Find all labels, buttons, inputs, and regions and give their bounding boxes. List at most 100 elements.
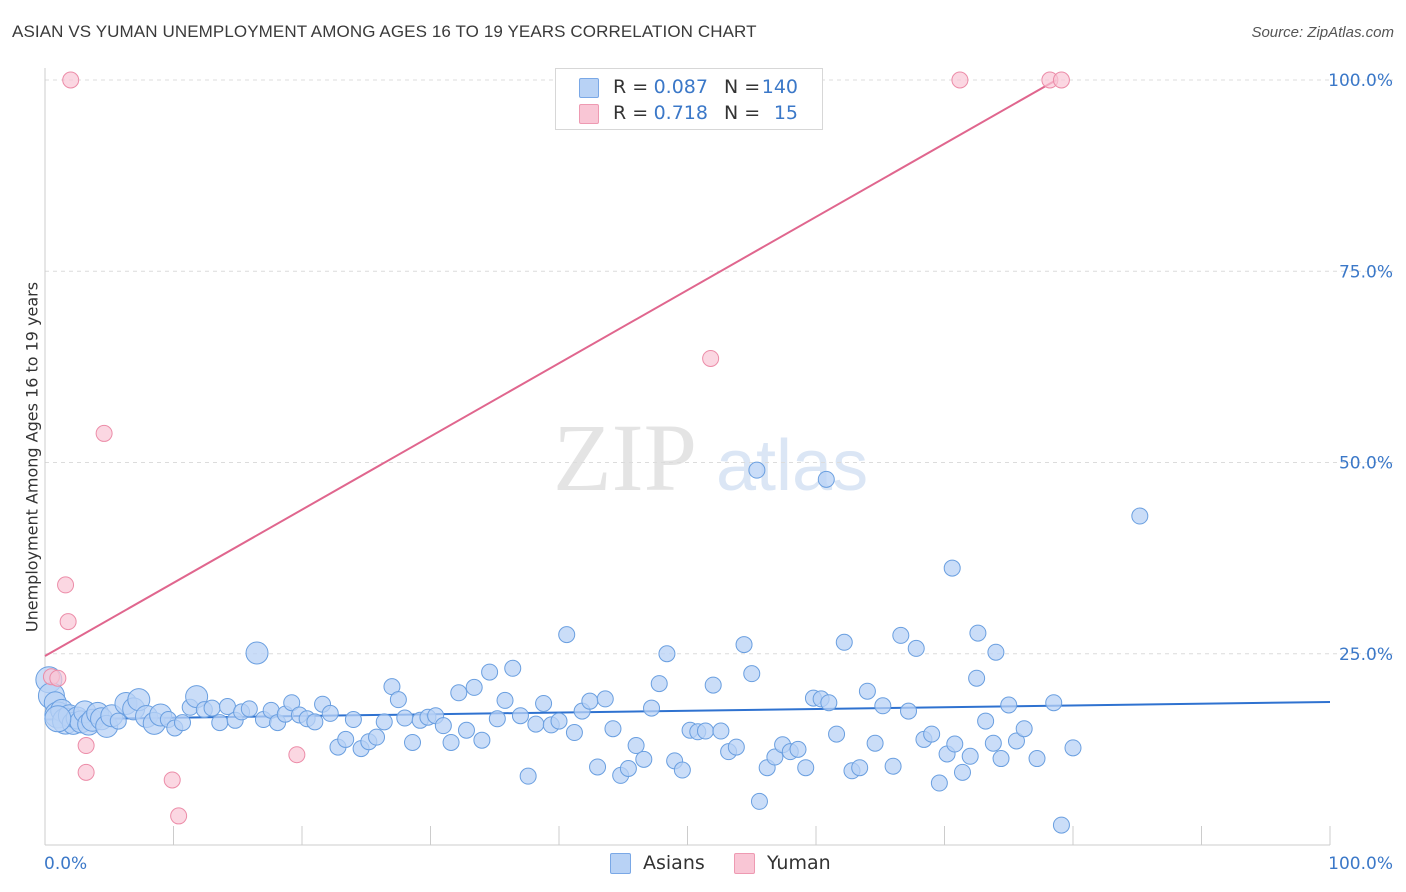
asian-point [987,643,1005,661]
legend-n-value: 15 [773,102,798,124]
asian-point [203,699,221,717]
asian-point [969,624,987,642]
asian-point [211,714,229,732]
asian-point [527,715,545,733]
asian-point [450,684,468,702]
legend-row-yuman: R = 0.718 N = 15 [556,102,822,126]
asian-point [923,725,941,743]
grid-lines [45,79,1395,655]
asian-point [820,694,838,712]
asian-point [696,722,714,740]
watermark-atlas: atlas [716,426,868,506]
asian-point [604,720,622,738]
asian-point [1131,507,1149,525]
asian-point [1000,696,1018,714]
legend-n-label: N = [724,76,761,98]
yuman-point [49,669,67,687]
asian-point [712,722,730,740]
legend-row-asians: R = 0.087 N = 140 [556,76,822,100]
legend-r-value: 0.718 [653,102,708,124]
asian-point [1045,694,1063,712]
asian-point [961,747,979,765]
correlation-legend: R = 0.087 N = 140 R = 0.718 N = 15 [555,68,823,130]
asian-point [946,735,964,753]
yuman-point [163,771,181,789]
asian-point [953,763,971,781]
yuman-trend-line [44,79,1057,657]
asian-point [465,678,483,696]
asian-point [596,690,614,708]
legend-r-label: R = [613,76,649,98]
asian-point [900,702,918,720]
yuman-swatch [579,104,599,124]
asian-point [368,728,386,746]
asian-point [750,792,768,810]
asian-point [519,767,537,785]
asian-point [650,675,668,693]
yuman-point [59,613,77,631]
asian-point [930,774,948,792]
yuman-point [77,763,95,781]
yuman-point [95,424,113,442]
asian-point [550,712,568,730]
asian-point [589,758,607,776]
yuman-legend-label: Yuman [767,852,831,874]
asian-point [866,734,884,752]
asian-point [240,700,258,718]
asian-point [109,712,127,730]
asian-point [643,699,661,717]
yuman-point [77,737,95,755]
asian-point [321,704,339,722]
asian-point [817,470,835,488]
watermark-zip: ZIP [553,404,697,511]
asian-point [1028,750,1046,768]
asian-point [337,730,355,748]
asian-point [968,669,986,687]
asian-point [797,759,815,777]
asian-point [375,713,393,731]
asian-point [835,633,853,651]
asian-point [283,694,301,712]
yuman-point [951,71,969,89]
asian-point [457,721,475,739]
asian-point [511,707,529,725]
asian-point [44,705,72,733]
asian-point [884,757,902,775]
asian-point [828,725,846,743]
yuman-point [57,576,75,594]
asian-point [789,740,807,758]
legend-r-value: 0.087 [653,76,708,98]
asian-point [1007,732,1025,750]
asian-point [943,559,961,577]
asian-point [565,724,583,742]
asian-point [892,626,910,644]
asians-swatch [579,78,599,98]
asian-point [404,733,422,751]
asian-point [851,759,869,777]
asian-point [581,692,599,710]
asian-point [488,710,506,728]
asian-point [504,659,522,677]
tick-labels: 25.0% 50.0% 75.0% 100.0% 0.0% 100.0% [44,71,1393,874]
asian-point [743,665,761,683]
asian-point [907,639,925,657]
asian-point [245,641,269,665]
data-points [35,71,1149,834]
asian-point [627,737,645,755]
asians-legend-swatch [610,853,631,874]
x-tick-label: 100.0% [1328,854,1393,874]
yuman-legend-swatch [734,853,755,874]
asian-point [496,691,514,709]
asian-point [535,694,553,712]
yuman-point [1052,71,1070,89]
asian-point [748,461,766,479]
asian-point [306,713,324,731]
y-tick-label: 25.0% [1339,645,1393,665]
source-label: Source: ZipAtlas.com [1251,24,1394,41]
x-tick-label: 0.0% [44,854,87,874]
asian-point [635,750,653,768]
asian-point [619,760,637,777]
asian-point [977,712,995,730]
y-tick-label: 50.0% [1339,454,1393,474]
